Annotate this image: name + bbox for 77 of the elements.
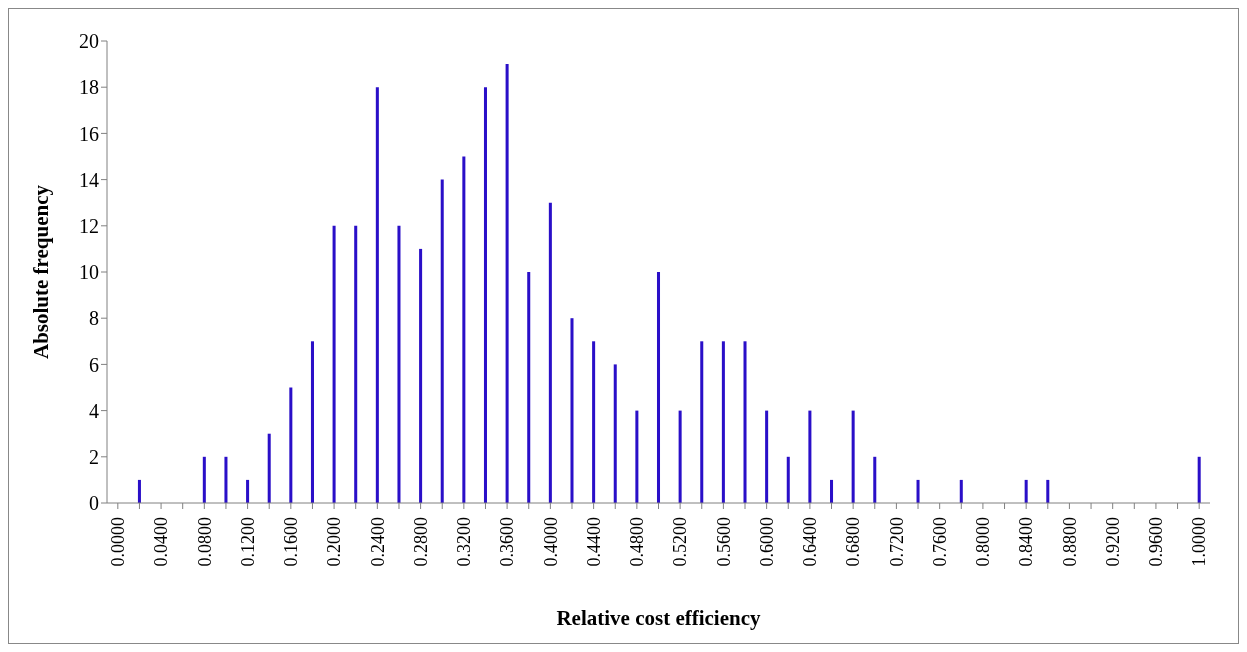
y-tick-label: 16 bbox=[79, 122, 99, 145]
x-tick-label: 0.4000 bbox=[540, 517, 561, 567]
x-tick-label: 0.7200 bbox=[886, 517, 907, 567]
x-tick-label: 0.8400 bbox=[1016, 517, 1037, 567]
bar bbox=[743, 341, 747, 503]
x-tick-label: 0.5600 bbox=[713, 517, 734, 567]
x-tick-label: 0.3600 bbox=[497, 517, 518, 567]
x-tick-label: 0.9600 bbox=[1146, 517, 1167, 567]
bar bbox=[959, 479, 963, 503]
bar bbox=[570, 318, 574, 503]
y-tick-label: 0 bbox=[89, 492, 99, 515]
x-tick-label: 0.5200 bbox=[670, 517, 691, 567]
bar bbox=[592, 341, 596, 503]
bar bbox=[808, 410, 812, 503]
bar bbox=[656, 272, 661, 503]
bar bbox=[483, 87, 487, 503]
y-tick-label: 18 bbox=[79, 76, 99, 99]
bar bbox=[548, 202, 552, 503]
bar bbox=[1197, 456, 1201, 503]
x-tick-label: 0.0000 bbox=[108, 517, 129, 567]
x-tick-label: 0.8000 bbox=[973, 517, 994, 567]
bar bbox=[397, 225, 401, 503]
bar bbox=[332, 225, 336, 503]
x-tick-label: 0.0400 bbox=[151, 517, 172, 567]
bar bbox=[916, 479, 920, 503]
bar bbox=[440, 179, 444, 503]
x-tick-label: 0.8800 bbox=[1059, 517, 1080, 567]
x-tick-label: 0.2000 bbox=[324, 517, 345, 567]
bar bbox=[505, 64, 509, 503]
x-tick-label: 0.6400 bbox=[800, 517, 821, 567]
bar bbox=[289, 387, 293, 503]
bar bbox=[765, 410, 769, 503]
bar bbox=[721, 341, 725, 503]
y-tick-label: 14 bbox=[79, 168, 99, 191]
bar bbox=[310, 341, 314, 503]
bar bbox=[851, 410, 855, 503]
x-tick-label: 0.3200 bbox=[454, 517, 475, 567]
bar bbox=[462, 156, 466, 503]
x-tick-label: 0.4400 bbox=[583, 517, 604, 567]
x-tick-label: 0.2400 bbox=[367, 517, 388, 567]
bar bbox=[786, 456, 790, 503]
bar bbox=[830, 479, 834, 503]
x-tick-label: 0.9200 bbox=[1102, 517, 1123, 567]
bar bbox=[419, 248, 423, 503]
bar bbox=[873, 456, 877, 503]
y-tick-label: 12 bbox=[79, 214, 99, 237]
bar bbox=[1024, 479, 1028, 503]
x-tick-label: 0.0800 bbox=[194, 517, 215, 567]
y-axis-title: Absolute frequency bbox=[29, 184, 54, 360]
bar bbox=[246, 479, 250, 503]
bar bbox=[635, 410, 639, 503]
bar bbox=[354, 225, 358, 503]
y-tick-label: 20 bbox=[79, 30, 99, 53]
y-tick-label: 4 bbox=[89, 399, 99, 422]
x-tick-label: 1.0000 bbox=[1189, 517, 1210, 567]
y-tick-label: 2 bbox=[89, 445, 99, 468]
y-tick-label: 8 bbox=[89, 307, 99, 330]
x-tick-label: 0.6800 bbox=[843, 517, 864, 567]
bar bbox=[613, 364, 617, 503]
x-tick-label: 0.6000 bbox=[756, 517, 777, 567]
y-tick-label: 10 bbox=[79, 261, 99, 284]
x-tick-label: 0.4800 bbox=[627, 517, 648, 567]
bar bbox=[202, 456, 206, 503]
x-axis-title: Relative cost efficiency bbox=[556, 606, 762, 630]
bar bbox=[375, 87, 379, 503]
x-tick-label: 0.7600 bbox=[929, 517, 950, 567]
y-tick-label: 6 bbox=[89, 353, 99, 376]
bar bbox=[700, 341, 704, 503]
x-tick-label: 0.2800 bbox=[410, 517, 431, 567]
x-tick-label: 0.1600 bbox=[281, 517, 302, 567]
bar bbox=[267, 433, 271, 503]
bar bbox=[1046, 479, 1050, 503]
x-tick-label: 0.1200 bbox=[237, 517, 258, 567]
bar bbox=[224, 456, 228, 503]
bar bbox=[527, 272, 531, 503]
bar bbox=[137, 479, 141, 503]
bar bbox=[678, 410, 682, 503]
